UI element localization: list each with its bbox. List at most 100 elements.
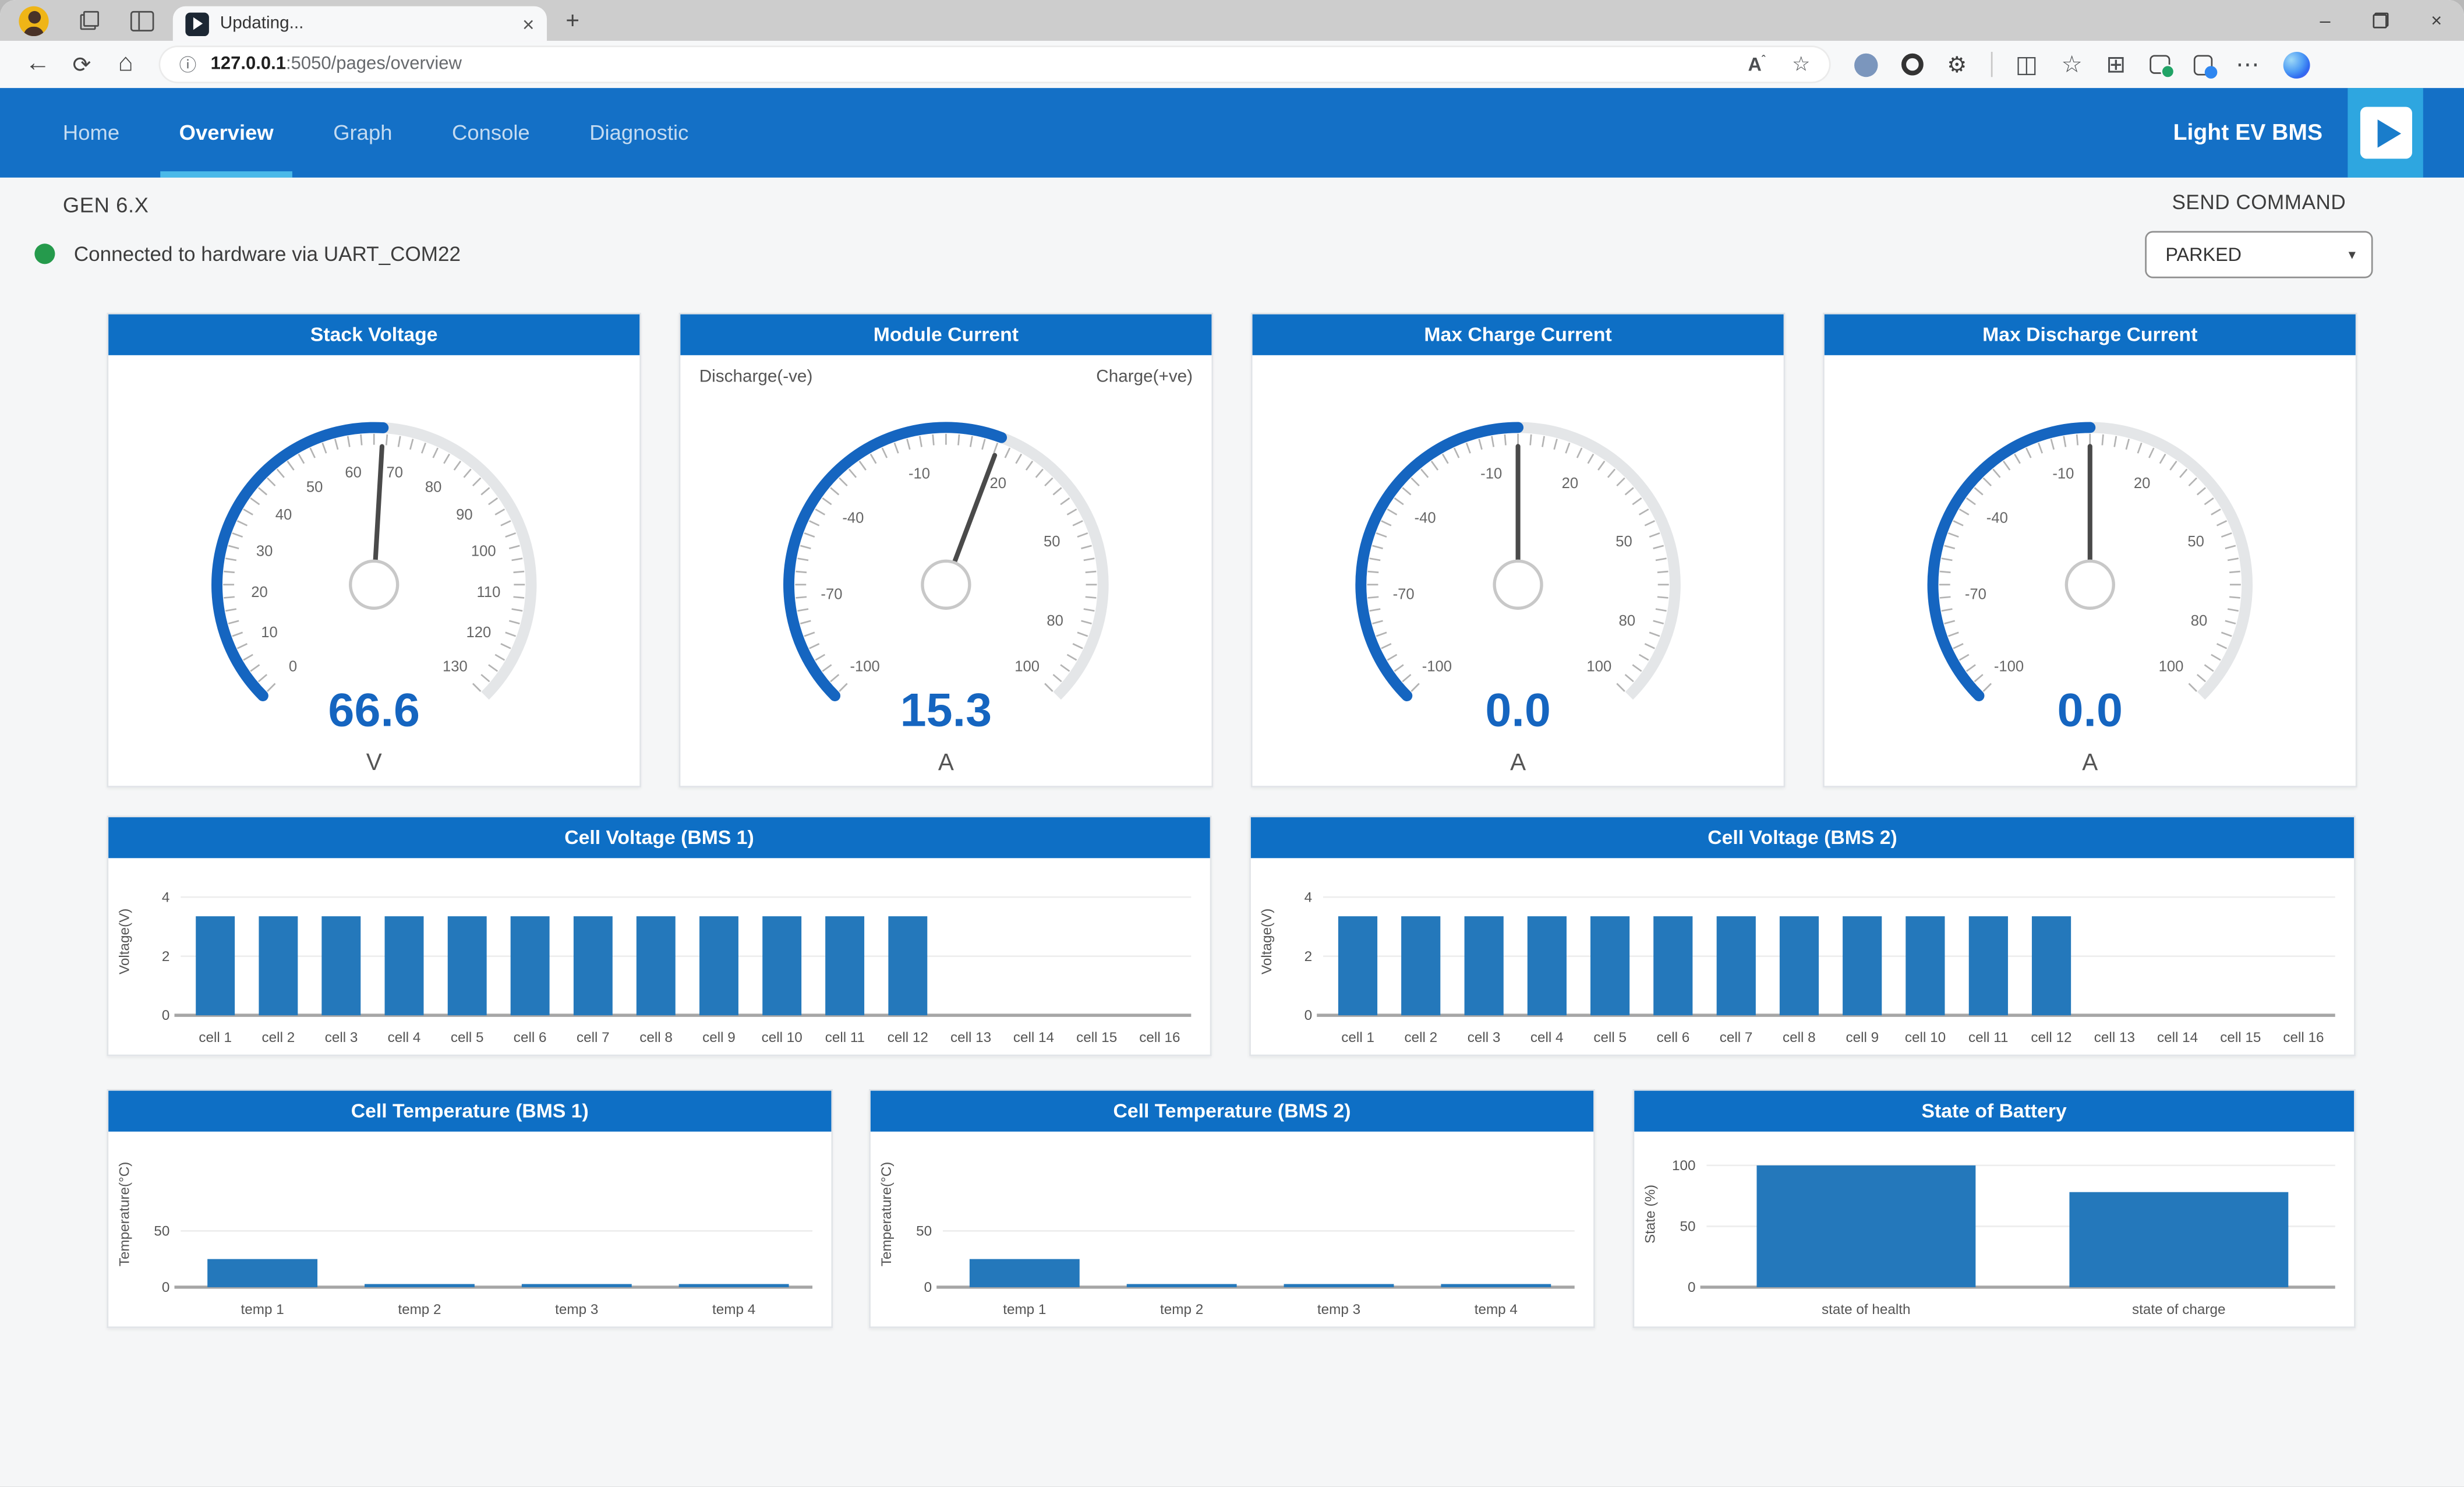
svg-text:A: A [1510,748,1526,775]
extension-avatar-icon[interactable] [1854,52,1878,76]
svg-text:cell 2: cell 2 [262,1030,295,1046]
cell-temperature-bms1-chart: 0 50 Temperature(°C) temp 1 temp 2 temp 3 temp… [108,1132,831,1327]
svg-text:Discharge(-ve): Discharge(-ve) [699,367,813,386]
svg-text:State (%): State (%) [1642,1185,1658,1244]
svg-text:cell 16: cell 16 [2283,1030,2324,1046]
back-icon[interactable]: ← [25,50,51,77]
home-icon[interactable]: ⌂ [118,50,133,77]
svg-text:cell 9: cell 9 [702,1030,736,1046]
window-controls: – × [2320,9,2442,31]
nav-item-graph[interactable]: Graph [333,121,393,145]
close-button[interactable]: × [2431,9,2442,31]
url-text[interactable]: 127.0.0.1:5050/pages/overview [211,55,462,73]
svg-text:-40: -40 [842,510,864,526]
svg-text:4: 4 [1305,889,1312,905]
split-screen-icon[interactable]: ◫ [2015,52,2038,79]
read-aloud-icon[interactable]: Aˆ [1748,53,1766,76]
nav-item-home[interactable]: Home [62,121,120,145]
favorite-star-icon[interactable]: ☆ [1792,52,1811,76]
toolbar-divider [1990,52,1992,77]
svg-text:100: 100 [1672,1158,1696,1174]
svg-text:-10: -10 [2052,466,2074,482]
svg-text:-70: -70 [1965,587,1986,603]
svg-text:state of health: state of health [1822,1302,1910,1318]
svg-text:40: 40 [275,507,292,523]
svg-text:-10: -10 [1480,466,1502,482]
send-command-label: SEND COMMAND [2172,190,2346,214]
svg-text:-100: -100 [1994,658,2024,674]
svg-text:50: 50 [1680,1219,1696,1235]
cell-voltage-bms1-chart: 0 2 4 Voltage(V) cell 1 cell 2 cell 3 cell 4 cel… [108,858,1210,1054]
svg-text:temp 4: temp 4 [1475,1302,1518,1318]
card-cell-voltage-bms1: Cell Voltage (BMS 1) 0 2 4 Voltage(V) cell 1… [107,815,1212,1057]
card-stack-voltage: Stack Voltage 0 10 20 30 40 50 60 70 80 90 100 110 1… [107,312,641,787]
svg-text:cell 7: cell 7 [577,1030,610,1046]
svg-text:20: 20 [251,584,268,601]
max-charge-current-gauge: -100 -70 -40 -10 20 50 80 100 0.0 A [1253,355,1784,786]
browser-essentials-icon[interactable]: ⚙ [1947,51,1967,76]
workspaces-icon[interactable] [80,10,99,30]
svg-text:100: 100 [1014,658,1040,674]
card-title: Cell Voltage (BMS 2) [1250,817,2355,859]
svg-text:110: 110 [476,584,500,601]
minimize-button[interactable]: – [2320,9,2331,31]
svg-text:Voltage(V): Voltage(V) [1259,909,1275,974]
restore-button[interactable] [2373,12,2389,29]
card-title: Stack Voltage [108,314,640,355]
tab-close-icon[interactable]: × [522,12,535,36]
card-title: Max Charge Current [1252,314,1784,355]
tab-actions-icon[interactable] [130,10,154,31]
svg-text:cell 5: cell 5 [1593,1030,1627,1046]
card-cell-voltage-bms2: Cell Voltage (BMS 2) 0 2 4 Voltage(V) cell 1… [1249,815,2356,1057]
nav-item-diagnostic[interactable]: Diagnostic [589,121,689,145]
new-tab-button[interactable]: + [565,7,580,34]
copilot-icon[interactable] [2283,51,2310,78]
more-menu-icon[interactable]: ⋯ [2236,52,2260,79]
profile-avatar[interactable] [19,5,49,36]
svg-text:50: 50 [2187,534,2204,550]
svg-text:0: 0 [162,1280,170,1295]
browser-tab[interactable]: Updating... × [172,6,547,41]
address-bar[interactable]: ⓘ 127.0.0.1:5050/pages/overview Aˆ ☆ [160,47,1829,82]
extension-ring-icon[interactable] [1901,53,1924,76]
svg-text:20: 20 [1562,475,1579,492]
svg-text:cell 15: cell 15 [2220,1030,2261,1046]
svg-text:10: 10 [261,624,278,641]
svg-text:cell 14: cell 14 [2157,1030,2198,1046]
sync-status-icon[interactable] [2149,55,2175,79]
svg-text:66.6: 66.6 [328,684,420,737]
svg-text:100: 100 [471,543,496,560]
svg-text:50: 50 [916,1223,932,1239]
stack-voltage-gauge: 0 10 20 30 40 50 60 70 80 90 100 110 120 130 66.6 V [108,355,639,786]
svg-text:90: 90 [456,507,473,523]
card-title: Max Discharge Current [1824,314,2356,355]
card-state-of-battery: State of Battery 0 50 100 State (%) state of… [1632,1089,2356,1329]
tab-title: Updating... [220,14,304,33]
svg-text:0: 0 [289,658,297,674]
svg-text:80: 80 [2191,613,2208,629]
svg-text:-100: -100 [850,658,880,674]
refresh-icon[interactable]: ⟳ [72,51,91,76]
svg-text:-40: -40 [1986,510,2008,526]
url-path: :5050/pages/overview [286,55,462,74]
svg-text:80: 80 [1619,613,1636,629]
send-command-select[interactable]: PARKED ▾ [2145,231,2373,278]
svg-text:cell 12: cell 12 [888,1030,928,1046]
toolbar-extensions: ⚙ ◫ ☆ ⊞ ⋯ [1854,50,2310,79]
svg-text:0: 0 [162,1008,170,1023]
svg-text:temp 3: temp 3 [1317,1302,1360,1318]
svg-text:A: A [938,748,954,775]
svg-text:0: 0 [924,1280,932,1295]
svg-text:-100: -100 [1422,658,1452,674]
nav-item-console[interactable]: Console [452,121,530,145]
svg-text:cell 6: cell 6 [1657,1030,1690,1046]
cell-voltage-bms2-chart: 0 2 4 Voltage(V) cell 1 cell 2 cell 3 cell 4 cel… [1251,858,2354,1054]
favorites-bar-icon[interactable]: ☆ [2061,52,2083,79]
play-button[interactable] [2348,88,2423,178]
sidebar-app-icon[interactable] [2193,54,2217,78]
nav-item-overview[interactable]: Overview [160,88,293,178]
browser-toolbar: ← ⟳ ⌂ ⓘ 127.0.0.1:5050/pages/overview Aˆ… [0,41,2464,89]
module-current-gauge: -100 -70 -40 -10 20 50 80 100 Discharge(-ve) Char… [680,355,1211,786]
collections-icon[interactable]: ⊞ [2106,52,2126,79]
site-info-icon[interactable]: ⓘ [179,56,197,76]
